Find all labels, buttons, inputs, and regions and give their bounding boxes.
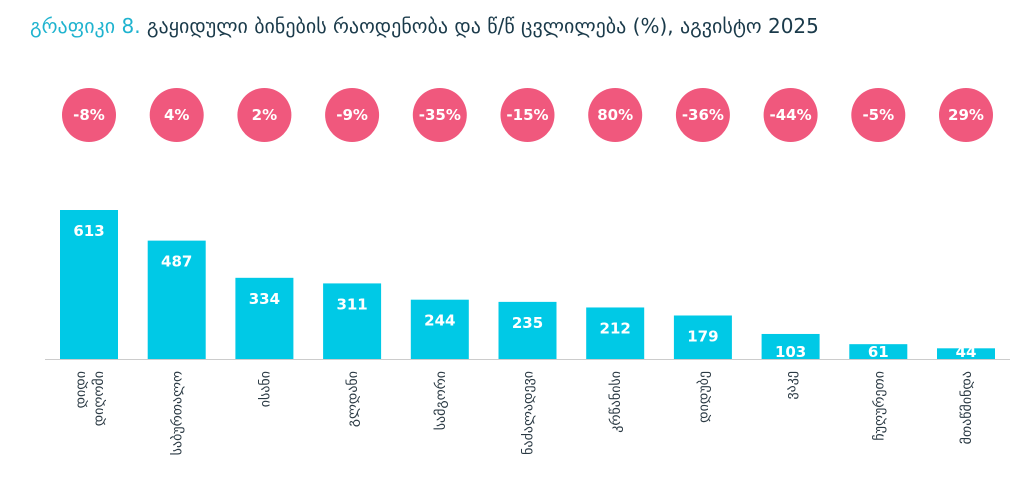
bar — [147, 240, 206, 359]
bar — [761, 333, 820, 359]
chart-title-text: გაყიდული ბინების რაოდენობა და წ/წ ცვლილე… — [146, 14, 819, 38]
chart-title: გრაფიკი 8. გაყიდული ბინების რაოდენობა და… — [30, 14, 819, 38]
category-label-line: ჩუღურეთი — [870, 371, 887, 441]
yoy-label: -9% — [336, 106, 368, 124]
bar — [673, 315, 732, 359]
yoy-badge — [149, 88, 204, 142]
bar — [849, 344, 908, 359]
category-label: ნაძალადევი — [521, 371, 537, 455]
bar-value-label: 179 — [687, 327, 718, 345]
category-label: გლდანი — [345, 371, 361, 427]
category-label: ისანი — [257, 371, 273, 407]
category-label-line: დიღომი — [91, 371, 107, 426]
yoy-label: -36% — [682, 106, 724, 124]
bar — [586, 307, 645, 359]
category-label-line: ნაძალადევი — [521, 371, 537, 455]
category-label-line: ვაკე — [784, 371, 800, 400]
bar-value-label: 103 — [775, 343, 806, 361]
yoy-label: 4% — [164, 106, 189, 124]
chart-title-label: გრაფიკი 8. — [30, 14, 141, 38]
yoy-badge — [851, 88, 906, 142]
bar-value-label: 244 — [424, 312, 455, 330]
category-label: სამგორი — [432, 371, 449, 430]
bar — [235, 277, 294, 359]
yoy-label: -8% — [73, 106, 105, 124]
yoy-badge — [939, 88, 993, 142]
category-label-line: დიდი — [73, 371, 89, 408]
category-label: ჩუღურეთი — [870, 371, 887, 441]
yoy-badge — [62, 88, 116, 142]
category-label-line: დიდუბე — [696, 371, 712, 423]
category-label: ვაკე — [784, 371, 800, 400]
yoy-badge — [237, 88, 292, 142]
yoy-badge — [500, 88, 555, 142]
bar-value-label: 212 — [600, 319, 631, 337]
bar-value-label: 311 — [336, 295, 367, 313]
category-label: მთაწმინდა — [959, 371, 975, 444]
bar-value-label: 61 — [868, 343, 889, 361]
bar-value-label: 613 — [73, 222, 104, 240]
category-label: დიდუბე — [696, 371, 712, 423]
yoy-label: 29% — [948, 106, 984, 124]
bar-value-label: 487 — [161, 253, 192, 271]
bar — [937, 348, 995, 359]
category-label-line: საბურთალო — [169, 371, 186, 455]
yoy-badge — [588, 88, 643, 142]
category-label-line: კრწანისი — [607, 371, 624, 433]
bar-value-label: 235 — [512, 314, 543, 332]
category-label-line: ისანი — [257, 371, 273, 407]
yoy-badge — [763, 88, 818, 142]
bar — [60, 210, 118, 359]
bar-value-label: 334 — [249, 290, 280, 308]
category-label-line: მთაწმინდა — [959, 371, 975, 444]
category-label: დიდი დიღომი — [73, 371, 107, 426]
yoy-label: 2% — [252, 106, 277, 124]
bar — [498, 301, 557, 359]
yoy-label: -35% — [419, 106, 461, 124]
yoy-label: -15% — [506, 106, 548, 124]
yoy-label: -5% — [862, 106, 894, 124]
category-label: საბურთალო — [169, 371, 186, 455]
yoy-badge — [675, 88, 730, 142]
bar — [323, 283, 382, 359]
bar — [410, 299, 469, 359]
category-label: კრწანისი — [607, 371, 624, 433]
yoy-label: -44% — [770, 106, 812, 124]
category-label-line: სამგორი — [432, 371, 449, 430]
bar-value-label: 44 — [956, 343, 977, 361]
yoy-label: 80% — [597, 106, 633, 124]
yoy-badge — [325, 88, 380, 142]
yoy-badge — [412, 88, 467, 142]
category-label-line: გლდანი — [345, 371, 361, 427]
